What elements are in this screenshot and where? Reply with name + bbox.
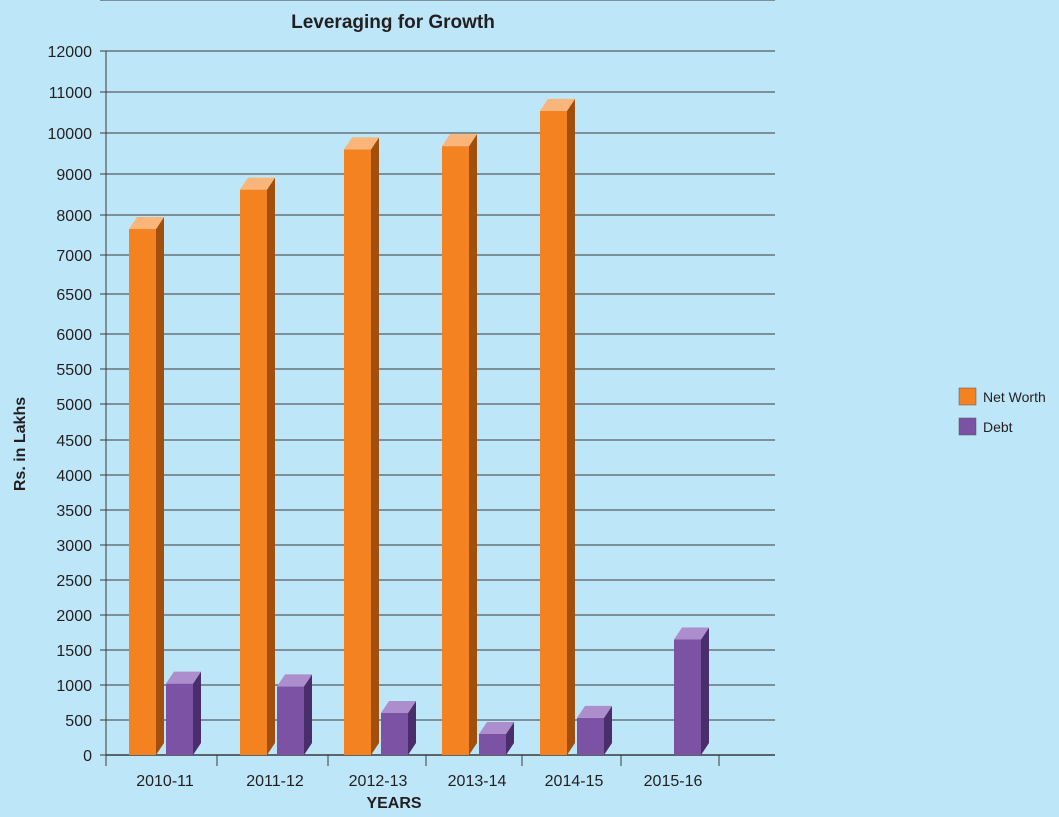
bar-net-worth-2010-11 [129, 217, 164, 755]
bar-front [479, 734, 506, 755]
bar-side [604, 705, 612, 755]
x-axis-ticks: 2010-11 2011-12 2012-13 2013-14 2014-15 2015-… [136, 773, 702, 790]
chart-title: Leveraging for Growth [291, 12, 495, 33]
bar-side [193, 671, 201, 755]
bar-front [129, 229, 156, 755]
bar-side [567, 98, 575, 756]
bar-top [166, 671, 201, 684]
gridlines [100, 0, 775, 756]
bar-side [267, 177, 275, 755]
x-axis-title: YEARS [366, 795, 421, 812]
bar-debt-2011-12 [277, 674, 312, 755]
y-tick-label: 11000 [49, 85, 92, 102]
bar-front [674, 639, 701, 755]
bar-debt-2010-11 [166, 671, 201, 755]
bar-debt-2014-15 [577, 705, 612, 755]
y-tick-label: 10000 [48, 126, 93, 143]
y-tick-label: 9000 [56, 167, 92, 184]
y-tick-label: 4000 [56, 468, 92, 485]
bar-top [540, 98, 575, 111]
bar-front [166, 683, 193, 755]
bar-side [506, 722, 514, 755]
bar-top [129, 217, 164, 229]
bar-front [277, 686, 304, 755]
y-tick-label: 500 [65, 713, 92, 730]
bar-front [442, 146, 469, 755]
bar-front [540, 110, 567, 756]
x-tick-label: 2010-11 [136, 773, 194, 790]
bar-debt-2015-16 [674, 627, 709, 755]
bar-side [408, 701, 416, 755]
bar-front [577, 717, 604, 755]
y-tick-label: 3000 [56, 538, 92, 555]
y-tick-label: 5500 [56, 362, 92, 379]
x-axis [105, 51, 775, 766]
y-axis-title: Rs. in Lakhs [12, 397, 29, 491]
bar-side [469, 134, 477, 755]
x-tick-label: 2014-15 [545, 773, 604, 790]
y-tick-label: 13000 [48, 0, 93, 4]
legend: Net Worth Debt [958, 387, 1046, 436]
bar-side [701, 627, 709, 755]
bar-top [674, 627, 709, 640]
bar-top [442, 134, 477, 147]
bar-net-worth-2012-13 [344, 137, 379, 755]
y-tick-label: 3500 [56, 503, 92, 520]
bar-net-worth-2014-15 [540, 98, 575, 756]
bar-net-worth-2013-14 [442, 134, 477, 755]
y-tick-label: 1500 [56, 643, 92, 660]
x-tick-label: 2012-13 [349, 773, 408, 790]
bar-debt-2012-13 [381, 701, 416, 755]
legend-swatch [958, 417, 977, 436]
y-tick-label: 2500 [56, 573, 92, 590]
legend-label: Net Worth [983, 389, 1046, 405]
bar-front [240, 189, 267, 755]
legend-label: Debt [983, 419, 1013, 435]
y-tick-label: 6000 [56, 327, 92, 344]
bar-top [577, 705, 612, 718]
y-tick-label: 8000 [56, 208, 92, 225]
bar-side [304, 674, 312, 755]
bar-debt-2013-14 [479, 722, 514, 755]
y-axis-ticks: 0 500 1000 1500 2000 2500 3000 3500 4000 4500 5000… [48, 0, 93, 765]
legend-swatch [958, 387, 977, 406]
x-tick-label: 2013-14 [448, 773, 507, 790]
x-tick-label: 2015-16 [644, 773, 703, 790]
bar-net-worth-2011-12 [240, 177, 275, 755]
bar-front [381, 713, 408, 755]
y-tick-label: 7000 [56, 248, 92, 265]
bar-top [344, 137, 379, 150]
bars [129, 98, 709, 756]
y-tick-label: 12000 [48, 44, 93, 61]
bar-top [277, 674, 312, 687]
bar-front [344, 149, 371, 755]
bar-side [156, 217, 164, 755]
bar-side [371, 137, 379, 755]
y-tick-label: 2000 [56, 608, 92, 625]
bar-top [240, 177, 275, 190]
y-tick-label: 0 [83, 748, 92, 765]
y-tick-label: 1000 [56, 678, 92, 695]
bar-top [479, 722, 514, 734]
y-tick-label: 4500 [56, 433, 92, 450]
y-tick-label: 6500 [56, 287, 92, 304]
y-tick-label: 5000 [56, 397, 92, 414]
bar-top [381, 701, 416, 713]
x-tick-label: 2011-12 [246, 773, 304, 790]
